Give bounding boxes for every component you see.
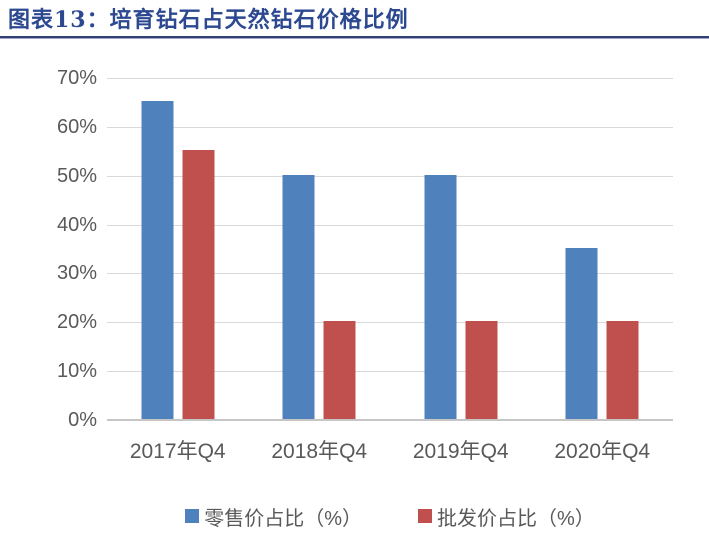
gridline	[107, 126, 673, 128]
bar-wholesale	[606, 321, 639, 419]
legend-item-retail: 零售价占比（%）	[185, 502, 362, 531]
y-tick-label: 0%	[68, 409, 97, 431]
legend-label-wholesale: 批发价占比（%）	[437, 507, 595, 530]
legend-swatch-wholesale	[418, 509, 432, 523]
bar-retail	[282, 174, 315, 419]
x-axis: 2017年Q4 2018年Q4 2019年Q4 2020年Q4	[107, 437, 673, 467]
gridline	[107, 273, 673, 275]
title-underline	[0, 36, 709, 39]
y-tick-label: 20%	[56, 311, 97, 334]
legend-swatch-retail	[185, 509, 200, 523]
chart-title: 图表13：培育钻石占天然钻石价格比例	[8, 7, 409, 33]
bar-wholesale	[182, 150, 215, 419]
legend-item-wholesale: 批发价占比（%）	[418, 502, 595, 531]
x-tick-label: 2017年Q4	[129, 440, 226, 463]
y-tick-label: 60%	[56, 115, 97, 138]
legend-label-retail: 零售价占比（%）	[204, 507, 362, 530]
bar-group	[565, 77, 639, 419]
gridline	[107, 175, 673, 177]
gridline	[107, 78, 673, 79]
plot-area	[107, 77, 673, 421]
y-tick-label: 50%	[56, 164, 97, 187]
legend: 零售价占比（%） 批发价占比（%）	[107, 500, 673, 532]
y-tick-label: 30%	[56, 262, 97, 285]
bar-group	[282, 77, 356, 419]
y-axis: 70% 60% 50% 40% 30% 20% 10% 0%	[0, 67, 97, 431]
bar-group	[141, 77, 215, 419]
x-tick-label: 2018年Q4	[271, 440, 368, 463]
bar-retail	[424, 174, 457, 419]
bar-retail	[565, 248, 598, 419]
bar-wholesale	[465, 321, 498, 419]
gridline	[107, 322, 673, 324]
x-tick-label: 2019年Q4	[412, 440, 509, 463]
bar-retail	[141, 101, 174, 419]
y-tick-label: 40%	[56, 213, 97, 236]
gridline	[107, 224, 673, 226]
x-baseline	[107, 419, 673, 421]
y-tick-label: 10%	[56, 360, 97, 383]
x-tick-label: 2020年Q4	[554, 440, 651, 463]
bar-wholesale	[323, 321, 356, 419]
bar-group	[424, 77, 498, 419]
y-tick-label: 70%	[56, 67, 97, 89]
gridline	[107, 371, 673, 373]
